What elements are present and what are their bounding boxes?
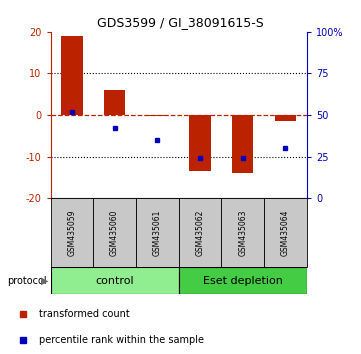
Bar [51,267,179,294]
Text: GSM435062: GSM435062 [196,210,205,256]
Bar [221,198,264,267]
Text: percentile rank within the sample: percentile rank within the sample [39,335,204,345]
Text: GSM435059: GSM435059 [68,210,77,256]
Text: control: control [95,275,134,286]
Bar [104,90,125,115]
Text: transformed count: transformed count [39,309,130,320]
Bar [136,198,179,267]
Bar [179,198,221,267]
Bar [232,115,253,173]
Text: GSM435063: GSM435063 [238,210,247,256]
Bar [51,198,93,267]
Bar [275,115,296,121]
Text: protocol: protocol [7,276,47,286]
Text: Eset depletion: Eset depletion [203,275,283,286]
Bar [93,198,136,267]
Bar [190,115,211,171]
Text: GSM435060: GSM435060 [110,210,119,256]
Bar [264,198,307,267]
Text: GDS3599 / GI_38091615-S: GDS3599 / GI_38091615-S [97,16,264,29]
Text: ▶: ▶ [42,276,49,286]
Bar [147,115,168,116]
Text: GSM435061: GSM435061 [153,210,162,256]
Bar [179,267,307,294]
Text: GSM435064: GSM435064 [281,210,290,256]
Bar [61,36,83,115]
